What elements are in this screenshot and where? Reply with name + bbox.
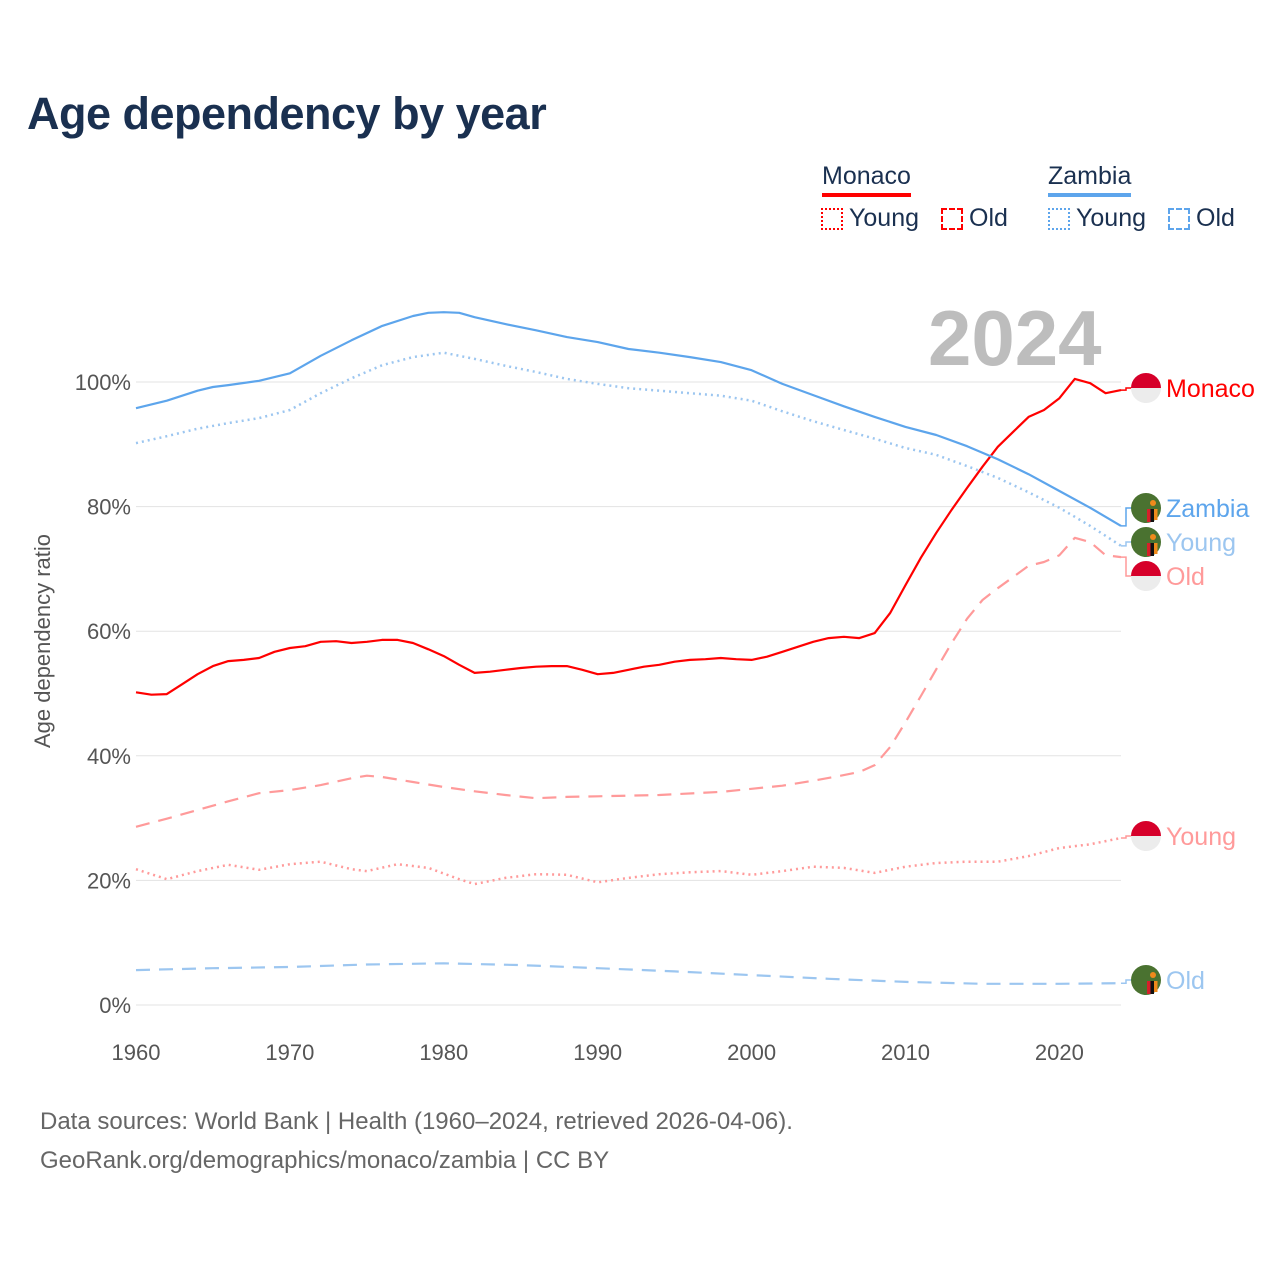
flag-white-half xyxy=(1131,836,1161,851)
label-connector xyxy=(1120,835,1132,839)
flag-stripe xyxy=(1150,543,1154,556)
flag-red-half xyxy=(1131,561,1161,576)
flag-stripe xyxy=(1147,543,1151,556)
flag-eagle xyxy=(1150,500,1156,506)
end-label: Zambia xyxy=(1166,495,1249,523)
x-tick-label: 1960 xyxy=(112,1040,161,1065)
end-label: Young xyxy=(1166,529,1236,557)
flag-red-half xyxy=(1131,821,1161,836)
x-tick-label: 1990 xyxy=(573,1040,622,1065)
flag-stripe xyxy=(1154,509,1158,520)
legend-zambia-old[interactable]: Old xyxy=(1168,204,1235,233)
dashed-swatch-icon xyxy=(941,207,963,230)
monaco-flag-icon xyxy=(1131,373,1161,403)
legend-monaco-young[interactable]: Young xyxy=(821,204,919,233)
label-connector xyxy=(1120,556,1132,577)
x-tick-label: 2020 xyxy=(1035,1040,1084,1065)
zambia-flag-icon xyxy=(1131,965,1161,995)
end-label: Young xyxy=(1166,823,1236,851)
label-connector xyxy=(1120,387,1132,391)
flag-red-half xyxy=(1131,373,1161,388)
y-tick-label: 40% xyxy=(87,744,131,769)
flag-stripe xyxy=(1147,509,1151,522)
x-tick-label: 2010 xyxy=(881,1040,930,1065)
flag-white-half xyxy=(1131,576,1161,591)
legend-label: Young xyxy=(1076,204,1146,232)
x-tick-label: 1970 xyxy=(265,1040,314,1065)
flag-stripe xyxy=(1154,981,1158,992)
dashed-swatch-icon xyxy=(1168,207,1190,230)
legend-label: Old xyxy=(1196,204,1235,232)
end-label: Old xyxy=(1166,967,1205,995)
series-line-monaco-young xyxy=(135,836,1122,886)
x-tick-label: 2000 xyxy=(727,1040,776,1065)
dotted-swatch-icon xyxy=(1048,207,1070,230)
flag-eagle xyxy=(1150,534,1156,540)
series-line-zambia-young xyxy=(135,351,1122,547)
y-tick-label: 20% xyxy=(87,868,131,893)
y-tick-label: 80% xyxy=(87,495,131,520)
end-label: Old xyxy=(1166,563,1205,591)
flag-stripe xyxy=(1150,509,1154,522)
flag-eagle xyxy=(1150,972,1156,978)
flag-stripe xyxy=(1154,543,1158,554)
dotted-swatch-icon xyxy=(821,207,843,230)
label-connector xyxy=(1120,979,1132,984)
zambia-flag-icon xyxy=(1131,527,1161,557)
series-line-zambia-old xyxy=(135,962,1122,985)
series-line-monaco-old xyxy=(135,536,1122,828)
current-year-label: 2024 xyxy=(928,294,1102,382)
footer-sources: Data sources: World Bank | Health (1960–… xyxy=(40,1108,793,1135)
label-connector xyxy=(1120,507,1132,527)
legend-label: Young xyxy=(849,204,919,232)
y-tick-label: 100% xyxy=(75,370,131,395)
legend-monaco[interactable]: Monaco xyxy=(822,162,911,197)
monaco-flag-icon xyxy=(1131,821,1161,851)
flag-stripe xyxy=(1150,981,1154,994)
legend-zambia-young[interactable]: Young xyxy=(1048,204,1146,233)
zambia-flag-icon xyxy=(1131,493,1161,523)
flag-white-half xyxy=(1131,388,1161,403)
footer-attribution[interactable]: GeoRank.org/demographics/monaco/zambia |… xyxy=(40,1147,610,1174)
legend-zambia[interactable]: Zambia xyxy=(1048,162,1132,197)
legend-monaco-old[interactable]: Old xyxy=(941,204,1008,233)
y-axis-label: Age dependency ratio xyxy=(30,534,55,748)
series-line-zambia xyxy=(135,311,1122,527)
y-tick-label: 0% xyxy=(99,993,131,1018)
flag-stripe xyxy=(1147,981,1151,994)
end-label: Monaco xyxy=(1166,375,1255,403)
monaco-flag-icon xyxy=(1131,561,1161,591)
x-tick-label: 1980 xyxy=(419,1040,468,1065)
label-connector xyxy=(1120,541,1132,547)
legend-label: Old xyxy=(969,204,1008,232)
y-tick-label: 60% xyxy=(87,619,131,644)
chart-title: Age dependency by year xyxy=(27,88,547,139)
series-line-monaco xyxy=(135,377,1122,696)
